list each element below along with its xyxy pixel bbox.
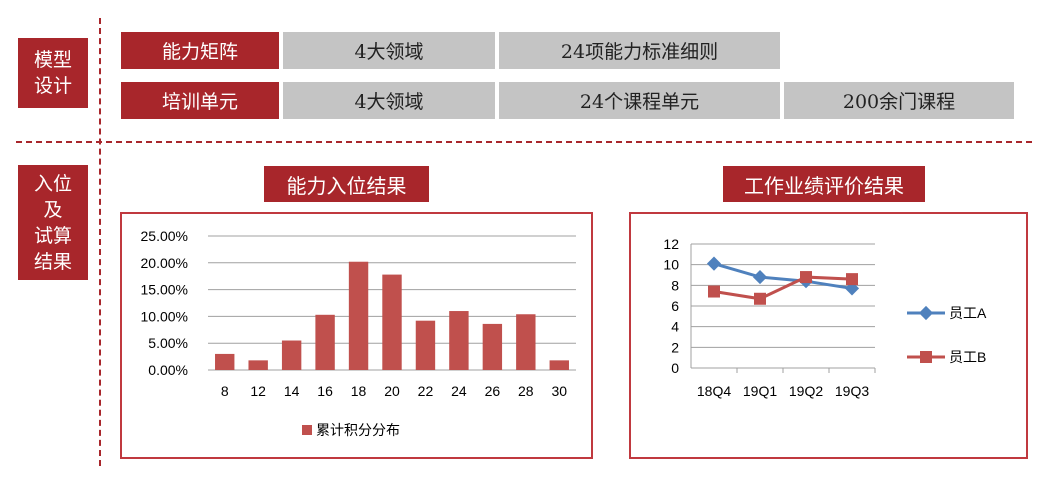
bar-xtick-label: 24 bbox=[451, 383, 467, 399]
placement-results-label-text: 入位 及 试算 结果 bbox=[33, 172, 72, 273]
row-header-training-units-text: 培训单元 bbox=[161, 91, 238, 113]
cell-four-domains-1-text: 4大领域 bbox=[354, 41, 424, 63]
bar-ytick-label: 10.00% bbox=[141, 308, 188, 324]
bar-16 bbox=[315, 314, 335, 370]
bar-18 bbox=[348, 261, 369, 370]
bar-ytick-label: 5.00% bbox=[148, 335, 188, 351]
vertical-dashed-divider bbox=[99, 18, 101, 466]
line-ytick-label: 8 bbox=[671, 277, 679, 293]
line-ytick-label: 0 bbox=[671, 360, 679, 376]
line-ytick-label: 6 bbox=[671, 298, 679, 314]
bar-xtick-label: 18 bbox=[351, 383, 367, 399]
bar-8 bbox=[215, 353, 235, 370]
line-chart: 0 2 4 6 8 10 12 18Q4 19Q1 19Q2 19Q3 员工A 员工B bbox=[663, 236, 987, 399]
bar-28 bbox=[516, 314, 536, 370]
series-a-point bbox=[752, 269, 768, 285]
line-legend-marker bbox=[920, 351, 932, 363]
bar-legend-label: 累计积分分布 bbox=[316, 422, 400, 438]
cell-24-ability-standards: 24项能力标准细则 bbox=[499, 32, 780, 69]
bar-12 bbox=[248, 360, 268, 370]
cell-24-course-units-text: 24个课程单元 bbox=[579, 91, 700, 113]
bar-chart-title-text: 能力入位结果 bbox=[286, 173, 407, 198]
bar-xtick-label: 30 bbox=[551, 383, 567, 399]
cell-24-ability-standards-text: 24项能力标准细则 bbox=[560, 41, 719, 63]
cell-four-domains-2: 4大领域 bbox=[283, 82, 495, 119]
bar-legend-swatch bbox=[302, 425, 312, 435]
bar-ytick-label: 15.00% bbox=[141, 282, 188, 298]
cell-24-course-units: 24个课程单元 bbox=[499, 82, 780, 119]
series-line-a bbox=[713, 262, 853, 290]
line-chart-title: 工作业绩评价结果 bbox=[723, 166, 925, 202]
series-b-point bbox=[754, 292, 766, 305]
bar-ytick-label: 0.00% bbox=[148, 362, 188, 378]
bar-xtick-label: 12 bbox=[250, 383, 266, 399]
series-b-point bbox=[800, 271, 812, 284]
series-a-point bbox=[706, 256, 722, 271]
bar-26 bbox=[482, 323, 503, 370]
row-header-ability-matrix-text: 能力矩阵 bbox=[161, 41, 238, 63]
bar-xtick-label: 14 bbox=[284, 383, 300, 399]
model-design-label-text: 模型 设计 bbox=[33, 49, 72, 97]
cell-four-domains-2-text: 4大领域 bbox=[354, 91, 424, 113]
bar-24 bbox=[449, 311, 469, 370]
bar-20 bbox=[382, 274, 402, 370]
series-b-point bbox=[708, 285, 720, 298]
bar-30 bbox=[549, 360, 569, 370]
bar-ytick-label: 25.00% bbox=[141, 228, 188, 244]
line-ytick-label: 2 bbox=[671, 339, 679, 355]
bar-22 bbox=[415, 320, 436, 370]
row-header-training-units: 培训单元 bbox=[121, 82, 279, 119]
line-legend-label: 员工B bbox=[949, 349, 986, 365]
bar-chart: 0.00% 5.00% 10.00% 15.00% 20.00% 25.00% 8 12 14… bbox=[141, 228, 576, 438]
series-line-b bbox=[713, 275, 853, 301]
line-legend-label: 员工A bbox=[949, 305, 987, 321]
line-chart-title-text: 工作业绩评价结果 bbox=[744, 173, 904, 198]
line-ytick-label: 4 bbox=[671, 319, 679, 335]
bar-14 bbox=[281, 340, 302, 370]
bar-xtick-label: 20 bbox=[384, 383, 400, 399]
model-design-label: 模型 设计 bbox=[18, 38, 88, 108]
bar-chart-frame: 0.00% 5.00% 10.00% 15.00% 20.00% 25.00% 8 12 14… bbox=[120, 212, 593, 459]
bar-xtick-label: 26 bbox=[485, 383, 501, 399]
bar-xtick-label: 16 bbox=[317, 383, 333, 399]
placement-results-label: 入位 及 试算 结果 bbox=[18, 165, 88, 280]
line-xtick-label: 19Q3 bbox=[835, 383, 869, 399]
line-ytick-label: 12 bbox=[663, 236, 679, 252]
line-legend-marker bbox=[918, 305, 934, 321]
bar-xtick-label: 22 bbox=[418, 383, 434, 399]
series-b-point bbox=[846, 273, 858, 286]
horizontal-dashed-divider bbox=[16, 141, 1032, 143]
line-xtick-label: 18Q4 bbox=[697, 383, 731, 399]
line-chart-frame: 0 2 4 6 8 10 12 18Q4 19Q1 19Q2 19Q3 员工A 员工B bbox=[629, 212, 1028, 459]
bar-ytick-label: 20.00% bbox=[141, 255, 188, 271]
line-xtick-label: 19Q1 bbox=[743, 383, 777, 399]
bar-chart-title: 能力入位结果 bbox=[264, 166, 429, 202]
line-xtick-label: 19Q2 bbox=[789, 383, 823, 399]
cell-200-courses: 200余门课程 bbox=[784, 82, 1014, 119]
bar-xtick-label: 8 bbox=[221, 383, 229, 399]
cell-four-domains-1: 4大领域 bbox=[283, 32, 495, 69]
row-header-ability-matrix: 能力矩阵 bbox=[121, 32, 279, 69]
line-ytick-label: 10 bbox=[663, 257, 679, 273]
bar-xtick-label: 28 bbox=[518, 383, 534, 399]
cell-200-courses-text: 200余门课程 bbox=[842, 91, 956, 113]
